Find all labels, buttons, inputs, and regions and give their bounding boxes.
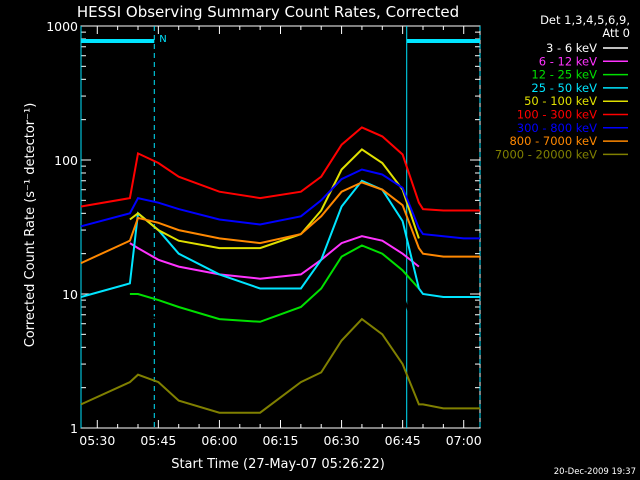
series-line-2 bbox=[129, 244, 420, 323]
x-tick-label: 05:45 bbox=[140, 433, 176, 448]
chart-title: HESSI Observing Summary Count Rates, Cor… bbox=[77, 3, 459, 21]
x-tick-label: 06:30 bbox=[324, 433, 360, 448]
legend-label: 25 - 50 keV bbox=[531, 81, 597, 95]
series-line-0 bbox=[129, 261, 420, 366]
series-line-7 bbox=[80, 181, 480, 265]
legend-label: 800 - 7000 keV bbox=[509, 134, 597, 148]
y-axis-label: Corrected Count Rate (s⁻¹ detector⁻¹) bbox=[23, 103, 38, 348]
legend-label: 7000 - 20000 keV bbox=[495, 147, 597, 161]
legend-label: 12 - 25 keV bbox=[531, 68, 597, 82]
legend-label: 100 - 300 keV bbox=[517, 108, 597, 122]
series-line-6 bbox=[80, 168, 480, 240]
y-axis-ticks: 1 10 100 1000 bbox=[46, 19, 480, 436]
x-axis-label: Start Time (27-May-07 05:26:22) bbox=[171, 457, 385, 472]
legend-header-1: Det 1,3,4,5,6,9, bbox=[540, 13, 630, 27]
x-tick-label: 06:00 bbox=[201, 433, 237, 448]
x-axis-ticks: 05:30 05:45 06:00 06:15 06:30 06:45 07:00 bbox=[79, 26, 482, 448]
x-tick-label: 05:30 bbox=[79, 433, 115, 448]
legend-label: 50 - 100 keV bbox=[524, 94, 597, 108]
x-tick-label: 06:15 bbox=[262, 433, 298, 448]
y-tick-label: 1 bbox=[70, 421, 78, 436]
legend-label: 3 - 6 keV bbox=[546, 41, 597, 55]
night-marker-label: N bbox=[159, 34, 166, 45]
series-line-5 bbox=[80, 126, 480, 212]
y-tick-label: 100 bbox=[54, 153, 78, 168]
series-lines bbox=[80, 126, 480, 414]
x-tick-label: 07:00 bbox=[446, 433, 482, 448]
timestamp: 20-Dec-2009 19:37 bbox=[554, 467, 636, 477]
series-line-1 bbox=[129, 235, 420, 280]
y-tick-label: 1000 bbox=[46, 19, 78, 34]
series-line-8 bbox=[80, 317, 480, 414]
legend-header-2: Att 0 bbox=[602, 26, 630, 40]
legend-label: 6 - 12 keV bbox=[539, 54, 597, 68]
y-tick-label: 10 bbox=[62, 287, 78, 302]
legend-label: 300 - 800 keV bbox=[517, 121, 597, 135]
x-tick-label: 06:45 bbox=[385, 433, 421, 448]
